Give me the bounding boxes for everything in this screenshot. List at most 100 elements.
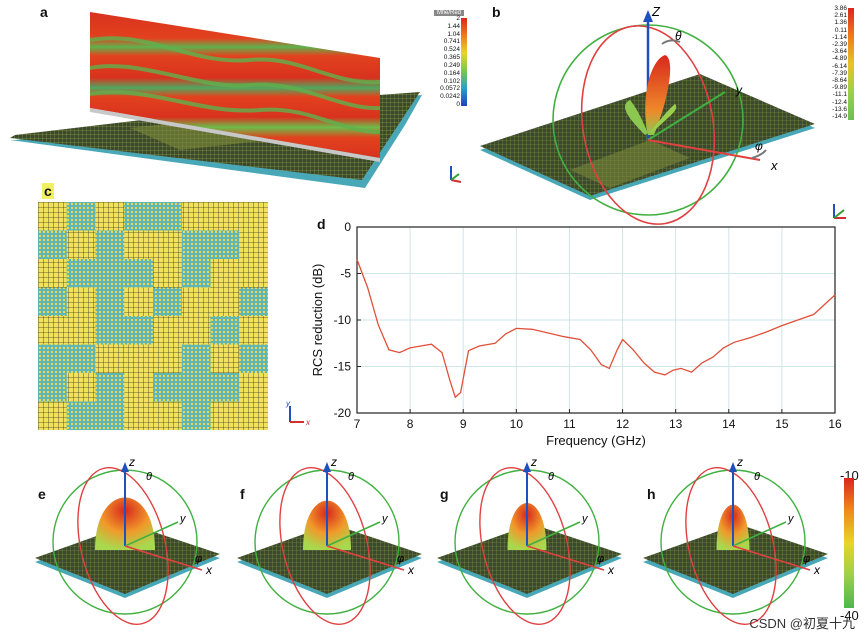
axis-z-label: z bbox=[530, 455, 537, 469]
chart-x-axis-title: Frequency (GHz) bbox=[546, 433, 646, 448]
colorbar-tick-label: 0.11 bbox=[834, 26, 847, 34]
colorbar-a-title: Mfie/Red bbox=[434, 10, 465, 16]
colorbar-tick-label: -13.6 bbox=[832, 105, 847, 113]
metasurface-tile bbox=[95, 287, 125, 316]
colorbar-tick-label: 0.0572 bbox=[440, 85, 460, 93]
chart-y-tick-label: -15 bbox=[334, 360, 352, 374]
colorbar-tick-label: 0.524 bbox=[443, 46, 460, 54]
axis-y-label-b: y bbox=[735, 83, 743, 97]
chart-x-tick-label: 15 bbox=[775, 417, 789, 431]
axis-theta-label: θ bbox=[754, 471, 760, 483]
metasurface-tile bbox=[66, 202, 96, 231]
colorbar-tick-label: 0.102 bbox=[443, 77, 460, 85]
metasurface-tile bbox=[210, 316, 240, 345]
metasurface-tile bbox=[124, 316, 153, 345]
panel-label-f: f bbox=[240, 486, 245, 502]
colorbar-tick-label: 2 bbox=[456, 15, 460, 22]
colorbar-tick-label: 0 bbox=[456, 101, 460, 108]
chart-y-tick-label: -5 bbox=[340, 267, 351, 281]
metasurface-tile bbox=[210, 373, 240, 402]
colorbar-tick-label: 3.86 bbox=[834, 5, 847, 12]
colorbar-tick-label: -12.4 bbox=[832, 98, 847, 106]
axis-y-label-c: y bbox=[285, 399, 291, 408]
chart-x-tick-label: 16 bbox=[828, 417, 842, 431]
panel-label-h: h bbox=[647, 486, 656, 502]
colorbar-tick-label: -14.9 bbox=[832, 113, 847, 120]
axis-theta-label: θ bbox=[548, 471, 554, 483]
metasurface-tile bbox=[181, 344, 211, 373]
colorbar-tick-label: 0.164 bbox=[443, 69, 460, 77]
axis-x-label: x bbox=[407, 563, 415, 577]
axis-phi-label: φ bbox=[597, 553, 604, 565]
colorbar-tick-label: -4.89 bbox=[832, 55, 847, 63]
metasurface-tile bbox=[66, 259, 96, 288]
colorbar-tick-label: 0.365 bbox=[443, 54, 460, 62]
metasurface-tile bbox=[239, 287, 268, 316]
rcs-reduction-chart: 7 8 9 10 11 12 13 14 15 16 0 -5 -10 -15 -20 Frequency … bbox=[310, 220, 842, 448]
axis-phi-label: φ bbox=[803, 553, 810, 565]
axis-y-label: y bbox=[787, 513, 795, 525]
metasurface-tile bbox=[38, 287, 67, 316]
axis-theta-label: θ bbox=[146, 471, 152, 483]
panel-label-d: d bbox=[317, 216, 326, 232]
chart-x-tick-label: 7 bbox=[354, 417, 361, 431]
metasurface-tile bbox=[38, 373, 67, 402]
panel-label-b: b bbox=[492, 4, 501, 20]
axis-y-label: y bbox=[179, 513, 187, 525]
axis-theta-label: θ bbox=[348, 471, 354, 483]
chart-y-tick-label: -10 bbox=[334, 313, 352, 327]
axis-phi-label: φ bbox=[397, 553, 404, 565]
chart-x-tick-label: 13 bbox=[669, 417, 683, 431]
panel-label-e: e bbox=[38, 486, 46, 502]
colorbar-tick-label: -6.14 bbox=[832, 62, 847, 70]
metasurface-tile bbox=[181, 373, 211, 402]
colorbar-tick-label: 0.741 bbox=[443, 38, 460, 46]
metasurface-tile bbox=[66, 401, 96, 430]
metasurface-tile bbox=[239, 344, 268, 373]
chart-y-tick-label: -20 bbox=[334, 406, 352, 420]
colorbar-bottom-gradient bbox=[844, 478, 854, 608]
panel-c-metasurface-layout bbox=[38, 202, 268, 430]
metasurface-tile bbox=[66, 344, 96, 373]
colorbar-b: 3.86 2.61 1.36 0.11 -1.14 -2.39 -3.64 -4.89 -6.1… bbox=[820, 5, 865, 121]
axis-triad-c: y x bbox=[284, 398, 314, 428]
chart-grid bbox=[356, 226, 836, 414]
axis-phi-label: φ bbox=[195, 553, 202, 565]
colorbar-tick-label: -7.39 bbox=[832, 69, 847, 77]
colorbar-tick-label: -3.64 bbox=[832, 48, 847, 56]
panel-label-a: a bbox=[40, 4, 48, 20]
chart-x-tick-label: 14 bbox=[722, 417, 736, 431]
colorbar-b-gradient bbox=[848, 8, 854, 120]
panel-label-g: g bbox=[440, 486, 449, 502]
chart-x-tick-label: 8 bbox=[407, 417, 414, 431]
metasurface-tile bbox=[95, 230, 125, 259]
axis-x-label-b: x bbox=[770, 158, 778, 173]
metasurface-tile bbox=[95, 401, 125, 430]
colorbar-tick-label: 0.249 bbox=[443, 61, 460, 69]
metasurface-tile bbox=[153, 287, 182, 316]
colorbar-a: Mfie/Red 2 1.44 1.04 0.741 0.524 0.365 0.249 0.… bbox=[434, 10, 474, 110]
panel-c-tiles bbox=[38, 202, 268, 430]
chart-x-tick-label: 10 bbox=[510, 417, 524, 431]
metasurface-tile bbox=[153, 202, 182, 231]
metasurface-tile bbox=[181, 230, 211, 259]
axis-x-label-c: x bbox=[305, 418, 311, 427]
panel-label-c: c bbox=[42, 183, 54, 199]
metasurface-tile bbox=[95, 259, 125, 288]
axis-x-label: x bbox=[813, 563, 821, 577]
colorbar-tick-label: -1.14 bbox=[832, 33, 847, 41]
chart-ticks: 7 8 9 10 11 12 13 14 15 16 0 -5 -10 -15 -20 bbox=[334, 220, 842, 431]
axis-triad-a bbox=[445, 160, 465, 185]
panel-a-field-plot bbox=[10, 12, 422, 188]
axis-theta-label-b: θ bbox=[675, 29, 682, 43]
colorbar-tick-label: 1.44 bbox=[447, 22, 460, 30]
axis-y-label: y bbox=[581, 513, 589, 525]
colorbar-tick-label: 1.36 bbox=[834, 19, 847, 27]
colorbar-tick-label: -2.39 bbox=[832, 41, 847, 48]
axis-y-label: y bbox=[381, 513, 389, 525]
colorbar-tick-label: 2.61 bbox=[834, 12, 847, 20]
axis-x-label: x bbox=[607, 563, 615, 577]
